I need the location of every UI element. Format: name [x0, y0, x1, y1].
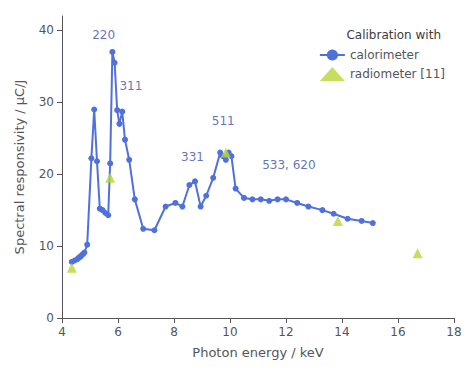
svg-text:511: 511	[212, 114, 235, 128]
svg-text:533, 620: 533, 620	[262, 158, 315, 172]
svg-text:Calibration with: Calibration with	[346, 28, 441, 42]
svg-text:Photon energy / keV: Photon energy / keV	[192, 345, 323, 360]
svg-text:radiometer [11]: radiometer [11]	[350, 67, 445, 81]
svg-text:311: 311	[119, 79, 142, 93]
svg-text:6: 6	[114, 325, 122, 339]
svg-text:16: 16	[390, 325, 405, 339]
svg-text:220: 220	[92, 28, 115, 42]
svg-text:30: 30	[39, 95, 54, 109]
svg-text:calorimeter: calorimeter	[350, 48, 419, 62]
svg-text:331: 331	[181, 150, 204, 164]
svg-text:10: 10	[222, 325, 237, 339]
svg-text:Spectral responsivity / μC/J: Spectral responsivity / μC/J	[12, 80, 27, 255]
svg-text:4: 4	[58, 325, 66, 339]
svg-text:12: 12	[278, 325, 293, 339]
svg-text:8: 8	[170, 325, 178, 339]
svg-text:14: 14	[334, 325, 349, 339]
svg-text:10: 10	[39, 239, 54, 253]
svg-text:40: 40	[39, 23, 54, 37]
svg-text:18: 18	[446, 325, 461, 339]
svg-text:0: 0	[46, 311, 54, 325]
svg-text:20: 20	[39, 167, 54, 181]
